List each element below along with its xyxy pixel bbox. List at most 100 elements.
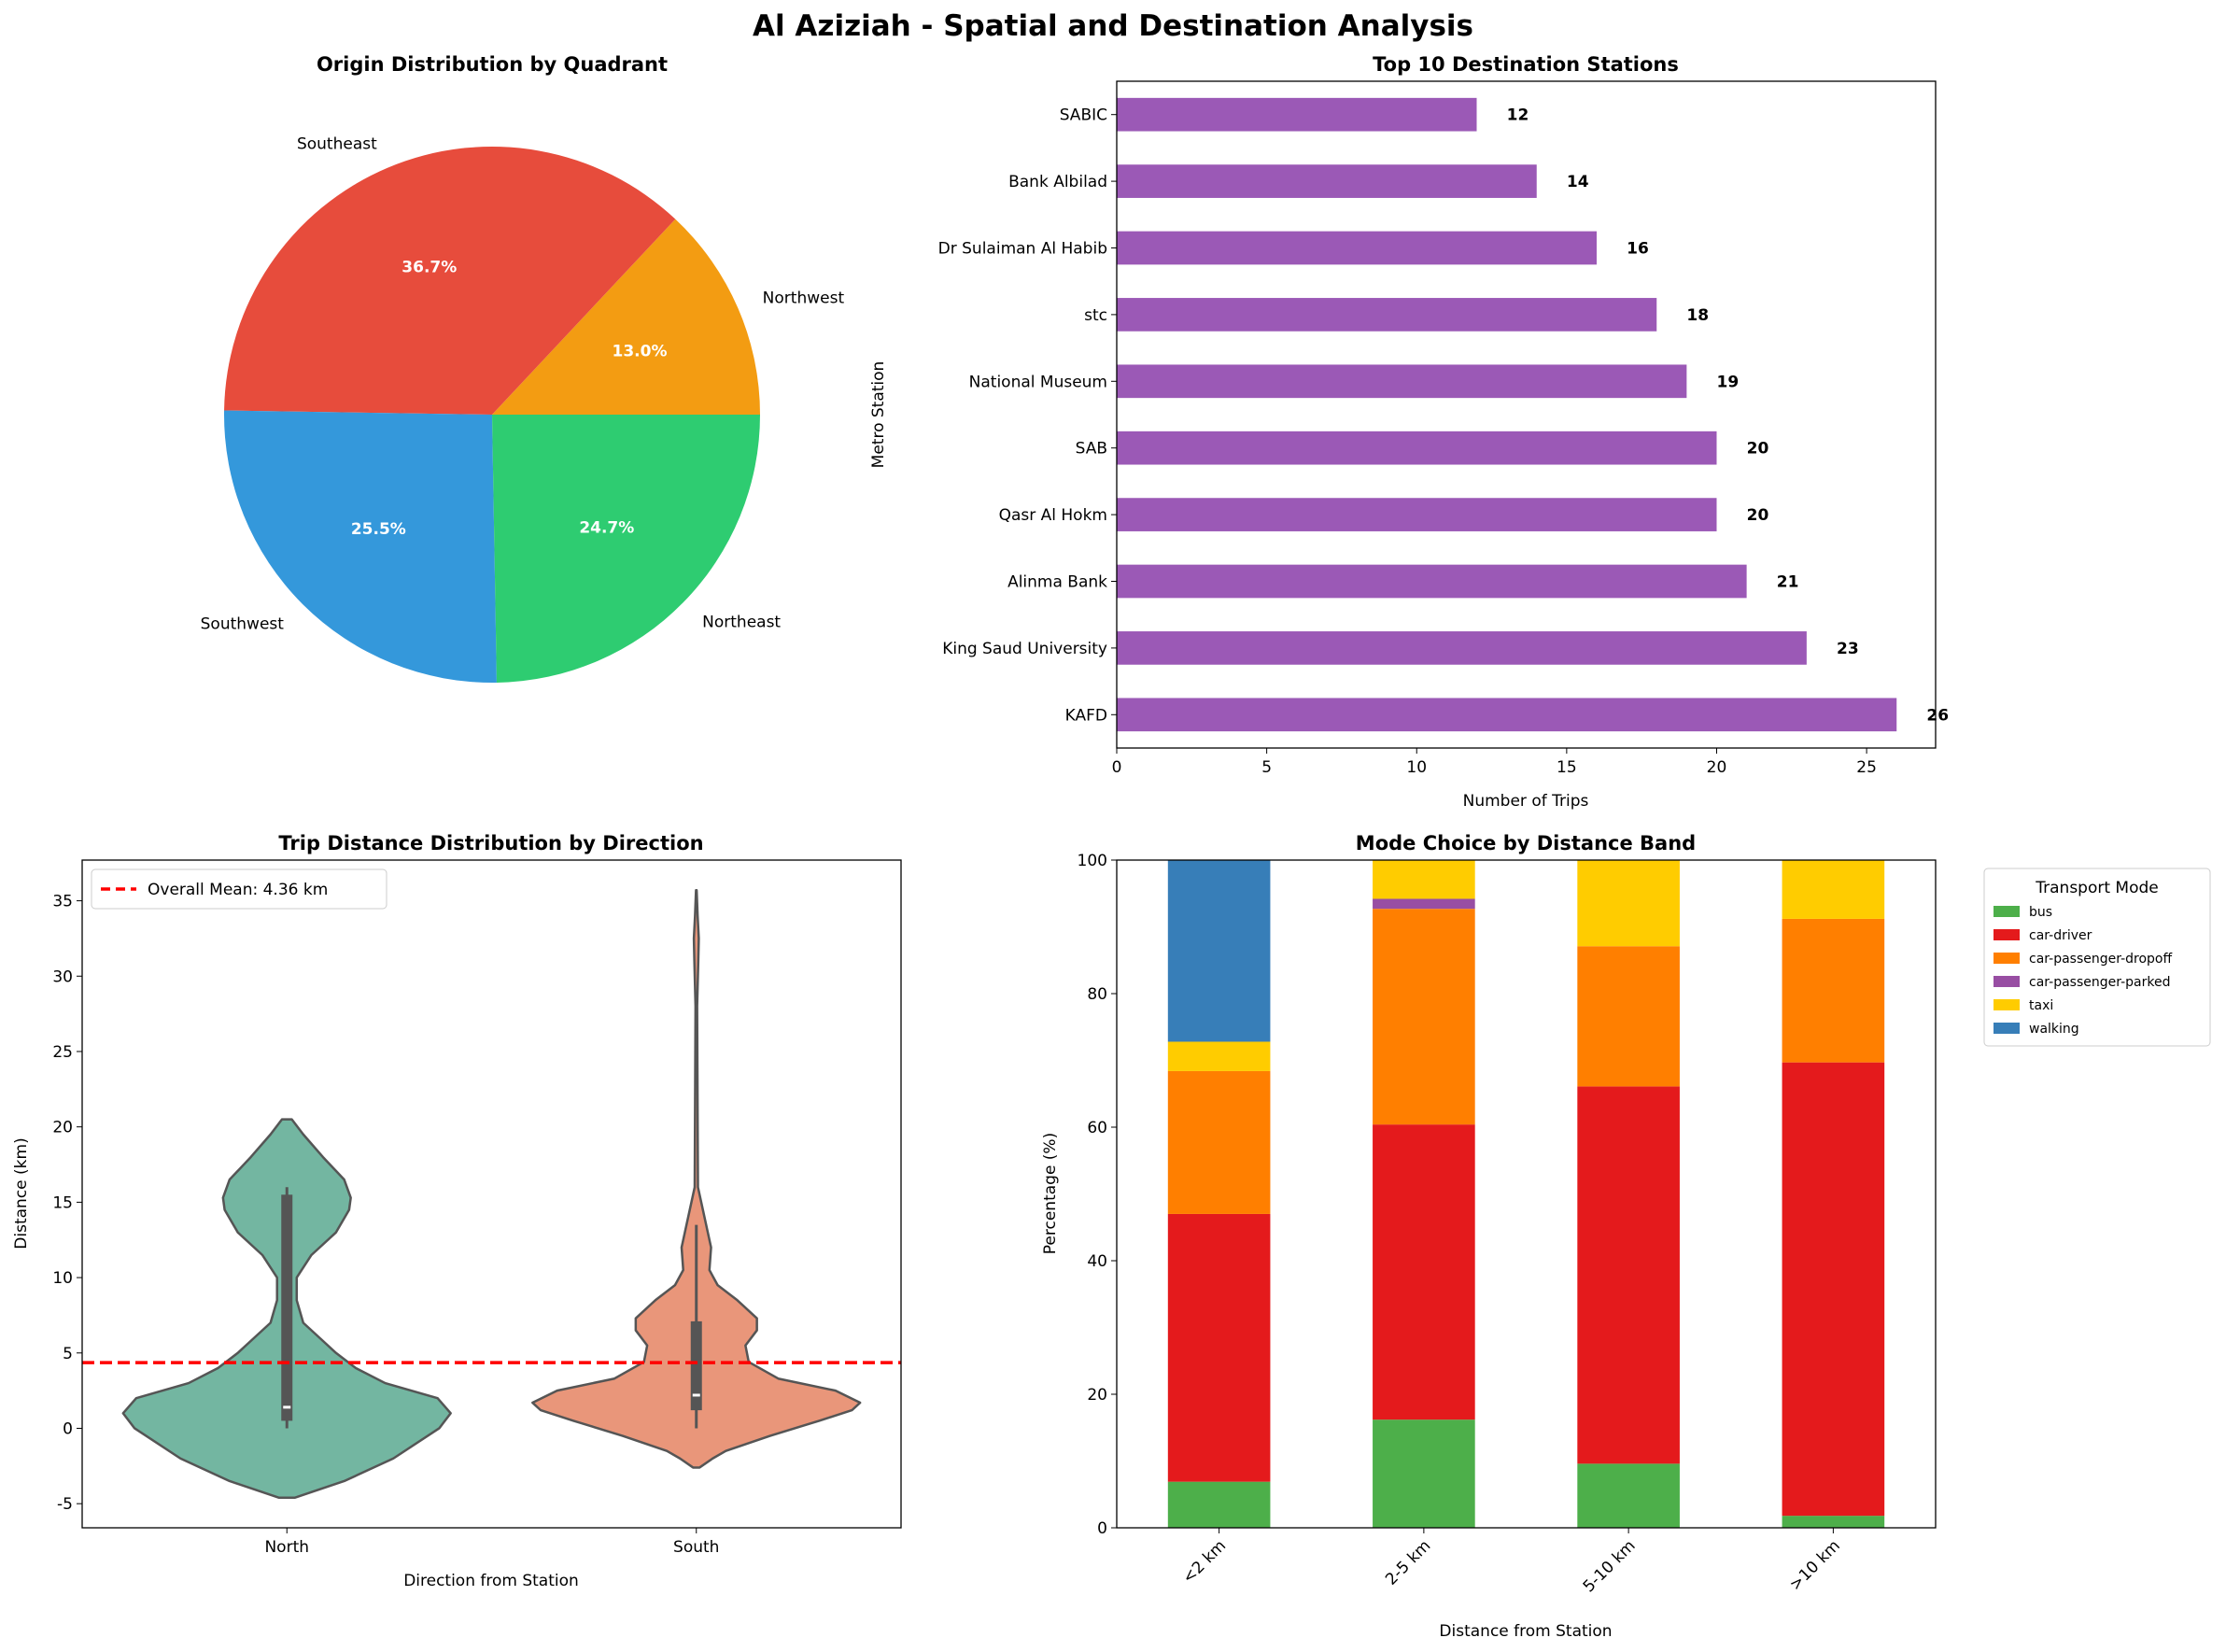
bar-value-label: 20 — [1747, 440, 1769, 459]
stack-segment-bus — [1782, 1516, 1885, 1528]
hbar-xlabel: Number of Trips — [1463, 792, 1589, 811]
x-tick-label: <2 km — [1179, 1536, 1230, 1587]
bar-value-label: 21 — [1777, 573, 1799, 592]
x-tick-label: 20 — [1707, 758, 1727, 777]
legend-swatch — [1994, 999, 2020, 1010]
y-tick-label: -5 — [57, 1495, 73, 1514]
legend-label: car-driver — [2029, 928, 2092, 943]
bar-value-label: 14 — [1567, 173, 1589, 191]
y-tick-label: 0 — [63, 1419, 73, 1438]
legend-label: taxi — [2029, 998, 2053, 1013]
pie-chart: Origin Distribution by Quadrant Northwes… — [201, 53, 845, 683]
violin-chart: Trip Distance Distribution by Direction … — [12, 832, 902, 1590]
legend-title: Transport Mode — [2035, 879, 2159, 897]
y-tick-label: Alinma Bank — [1007, 573, 1107, 592]
violin-south — [531, 889, 862, 1469]
pie-slice-northwest — [492, 219, 760, 415]
hbar-ylabel: Metro Station — [869, 361, 888, 469]
y-tick-label: 30 — [52, 967, 73, 986]
bar — [1117, 298, 1657, 332]
stack-segment-walking — [1167, 860, 1271, 1042]
y-tick-label: 40 — [1087, 1252, 1107, 1271]
y-tick-label: 20 — [52, 1119, 73, 1137]
pie-slice-northeast — [492, 415, 760, 683]
legend-box — [1983, 868, 2211, 1047]
bar — [1117, 631, 1807, 665]
x-tick-label: 0 — [1112, 758, 1122, 777]
bar-value-label: 23 — [1837, 640, 1859, 658]
pie-pct-label: 24.7% — [579, 519, 634, 538]
pie-title: Origin Distribution by Quadrant — [317, 53, 668, 76]
iqr-box — [690, 1320, 702, 1411]
x-tick-label: South — [673, 1538, 719, 1557]
bar — [1117, 164, 1537, 198]
pie-label: Northwest — [763, 289, 845, 308]
bar — [1117, 364, 1687, 399]
y-tick-label: 100 — [1078, 852, 1107, 870]
y-tick-label: KAFD — [1065, 706, 1107, 725]
pie-pct-label: 13.0% — [613, 343, 668, 361]
legend-swatch — [1994, 929, 2020, 940]
legend-label: Overall Mean: 4.36 km — [148, 881, 328, 899]
stack-segment-car-passenger-dropoff — [1167, 1070, 1271, 1214]
pie-label: Southwest — [201, 614, 285, 633]
bar-value-label: 19 — [1716, 373, 1739, 391]
y-tick-label: 80 — [1087, 985, 1107, 1004]
stack-segment-taxi — [1373, 860, 1475, 899]
stack-segment-car-passenger-dropoff — [1373, 909, 1475, 1125]
legend-box — [91, 868, 387, 910]
bar — [1117, 698, 1897, 732]
stack-segment-car-passenger-dropoff — [1577, 946, 1680, 1087]
x-tick-label: 2-5 km — [1382, 1536, 1434, 1588]
pie-pct-label: 25.5% — [351, 520, 406, 539]
x-tick-label: >10 km — [1786, 1536, 1844, 1594]
stack-segment-taxi — [1782, 860, 1885, 919]
bar-value-label: 20 — [1747, 506, 1769, 525]
legend-swatch — [1994, 906, 2020, 917]
pie-slice-southeast — [224, 146, 676, 415]
violin-xlabel: Direction from Station — [403, 1572, 579, 1590]
y-tick-label: SAB — [1076, 440, 1107, 459]
legend-swatch — [1994, 1023, 2020, 1034]
stack-segment-car-driver — [1167, 1213, 1271, 1482]
axes-frame — [81, 859, 902, 1529]
stack-segment-car-driver — [1782, 1062, 1885, 1517]
x-tick-label: 25 — [1856, 758, 1877, 777]
y-tick-label: 10 — [52, 1269, 73, 1288]
stack-segment-car-driver — [1373, 1124, 1475, 1420]
iqr-box — [281, 1194, 293, 1421]
y-tick-label: Bank Albilad — [1008, 173, 1107, 191]
stack-segment-taxi — [1167, 1041, 1271, 1071]
bar-value-label: 18 — [1686, 306, 1709, 325]
stack-segment-car-passenger-parked — [1373, 898, 1475, 910]
x-tick-label: 5-10 km — [1580, 1536, 1640, 1596]
stack-segment-bus — [1167, 1481, 1271, 1528]
x-tick-label: 5 — [1261, 758, 1272, 777]
hbar-title: Top 10 Destination Stations — [1373, 53, 1679, 76]
stack-segment-car-passenger-dropoff — [1782, 918, 1885, 1063]
pie-pct-label: 36.7% — [402, 258, 457, 276]
legend-label: walking — [2029, 1022, 2079, 1037]
y-tick-label: SABIC — [1060, 106, 1107, 125]
bar-value-label: 16 — [1627, 240, 1649, 259]
stack-segment-car-driver — [1577, 1086, 1680, 1464]
y-tick-label: 35 — [52, 893, 73, 911]
violin-title: Trip Distance Distribution by Direction — [278, 832, 703, 854]
y-tick-label: 25 — [52, 1043, 73, 1062]
legend-label: car-passenger-dropoff — [2029, 952, 2172, 967]
legend-label: bus — [2029, 905, 2052, 920]
y-tick-label: 15 — [52, 1193, 73, 1212]
pie-label: Northeast — [702, 613, 781, 631]
legend-label: car-passenger-parked — [2029, 975, 2170, 990]
pie-slice-southwest — [224, 410, 497, 683]
y-tick-label: stc — [1084, 306, 1107, 325]
x-tick-label: 15 — [1557, 758, 1577, 777]
y-tick-label: 5 — [63, 1345, 73, 1363]
y-tick-label: 0 — [1097, 1519, 1107, 1538]
stack-title: Mode Choice by Distance Band — [1356, 832, 1696, 854]
bar — [1117, 231, 1597, 265]
stack-segment-taxi — [1577, 860, 1680, 947]
stack-xlabel: Distance from Station — [1439, 1622, 1612, 1641]
stack-ylabel: Percentage (%) — [1041, 1133, 1060, 1254]
